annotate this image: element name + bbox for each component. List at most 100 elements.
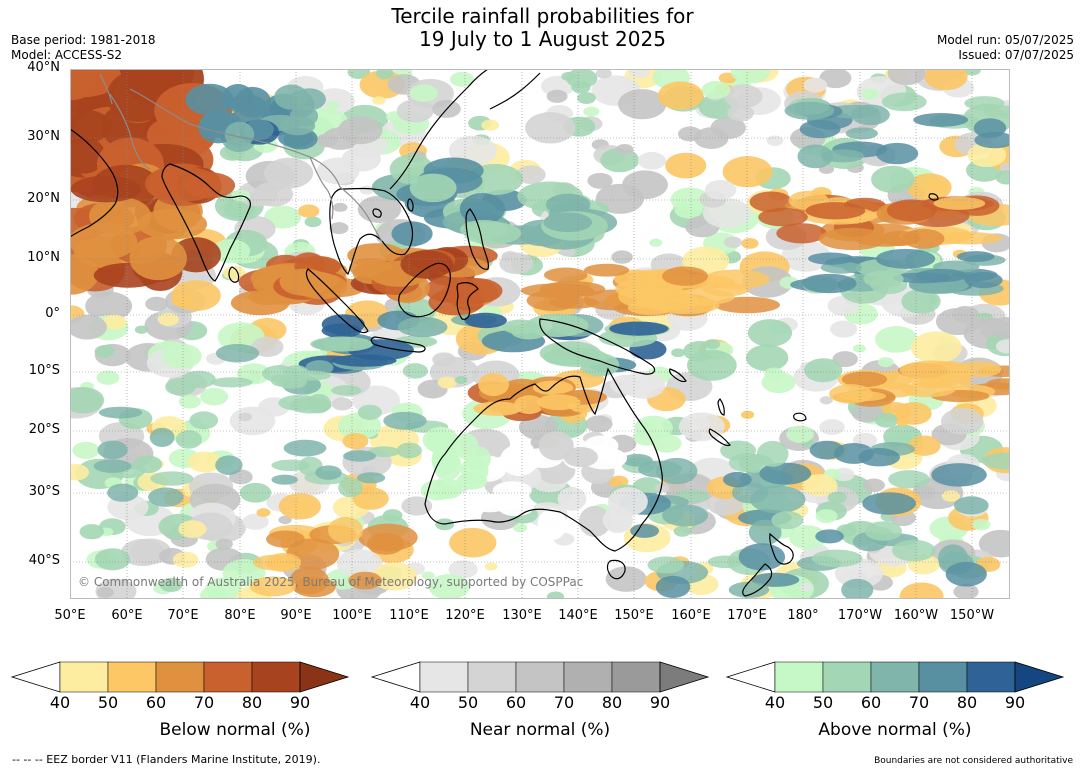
colorbar-tick-label: 90 bbox=[1004, 693, 1026, 712]
colorbar-tick-label: 70 bbox=[553, 693, 575, 712]
colorbar-segment bbox=[870, 661, 920, 693]
eez-legend: -- -- -- EEZ border V11 (Flanders Marine… bbox=[12, 753, 321, 766]
field-patch bbox=[678, 412, 725, 442]
field-patch bbox=[741, 237, 759, 249]
field-patch bbox=[764, 367, 785, 380]
field-patch bbox=[862, 492, 916, 515]
field-patch bbox=[703, 269, 770, 290]
field-patch bbox=[875, 248, 936, 269]
coast-hainan bbox=[372, 208, 382, 218]
field-patch bbox=[279, 116, 316, 136]
field-patch bbox=[359, 185, 375, 195]
field-patch bbox=[809, 440, 845, 460]
meta-right: Model run: 05/07/2025 Issued: 07/07/2025 bbox=[937, 33, 1074, 63]
field-patch bbox=[70, 314, 107, 340]
field-patch bbox=[662, 504, 709, 527]
field-patch bbox=[931, 463, 987, 487]
field-patch bbox=[221, 84, 255, 113]
field-patch bbox=[557, 487, 587, 511]
field-patch bbox=[409, 173, 457, 203]
field-patch bbox=[583, 263, 630, 277]
field-patch bbox=[747, 319, 793, 347]
colorbar-tick-label: 40 bbox=[764, 693, 786, 712]
field-patch bbox=[70, 137, 106, 174]
colorbar-segment bbox=[155, 661, 205, 693]
coast-philippines bbox=[465, 208, 489, 270]
field-patch bbox=[651, 434, 682, 453]
field-patch bbox=[738, 543, 786, 571]
field-patch bbox=[701, 81, 731, 100]
field-patch bbox=[615, 277, 683, 300]
field-patch bbox=[749, 191, 793, 213]
field-patch bbox=[459, 193, 506, 225]
field-patch bbox=[421, 571, 435, 580]
field-patch bbox=[995, 170, 1010, 185]
field-patch bbox=[85, 291, 133, 321]
field-patch bbox=[315, 465, 342, 480]
colorbar-tick-label: 90 bbox=[649, 693, 671, 712]
field-patch bbox=[215, 455, 243, 476]
colorbar-extend-high bbox=[659, 661, 710, 693]
field-patch bbox=[940, 408, 984, 435]
colorbar-extend-high bbox=[299, 661, 350, 693]
field-patch bbox=[630, 523, 660, 538]
field-patch bbox=[609, 321, 669, 336]
field-patch bbox=[605, 566, 647, 592]
colorbar-extend-low bbox=[370, 661, 421, 693]
colorbar-segment bbox=[515, 661, 565, 693]
field-patch bbox=[238, 412, 253, 422]
field-patch bbox=[815, 509, 838, 524]
probability-map: © Commonwealth of Australia 2025, Bureau… bbox=[70, 69, 1010, 599]
field-patch bbox=[533, 380, 574, 396]
field-patch bbox=[871, 165, 915, 193]
lon-label: 180° bbox=[787, 608, 819, 623]
field-patch bbox=[587, 172, 613, 189]
field-patch bbox=[750, 572, 800, 587]
field-patch bbox=[510, 323, 548, 340]
field-patch bbox=[266, 552, 302, 572]
field-patch bbox=[671, 348, 686, 358]
field-patch bbox=[432, 478, 463, 499]
field-patch bbox=[271, 474, 298, 485]
field-patch bbox=[514, 395, 545, 415]
field-patch bbox=[585, 415, 613, 433]
coast-fiji bbox=[792, 412, 807, 422]
colorbar-tick-label: 80 bbox=[241, 693, 263, 712]
field-patch bbox=[251, 336, 284, 357]
field-patch bbox=[731, 482, 769, 504]
meta-left: Base period: 1981-2018 Model: ACCESS-S2 bbox=[11, 33, 156, 63]
field-patch bbox=[748, 519, 782, 546]
field-patch bbox=[958, 361, 1002, 378]
field-patch bbox=[611, 250, 633, 264]
colorbar-tick-label: 50 bbox=[97, 693, 119, 712]
field-patch bbox=[185, 83, 234, 116]
field-patch bbox=[343, 450, 377, 462]
field-patch bbox=[375, 69, 394, 80]
field-patch bbox=[607, 487, 648, 516]
field-patch bbox=[665, 152, 707, 179]
field-patch bbox=[310, 336, 374, 352]
field-patch bbox=[96, 587, 114, 598]
field-patch bbox=[513, 523, 528, 533]
field-patch bbox=[654, 483, 670, 493]
field-patch bbox=[256, 508, 271, 517]
field-patch bbox=[264, 205, 302, 229]
field-patch bbox=[292, 576, 336, 598]
coast-india bbox=[161, 163, 251, 282]
field-patch bbox=[161, 343, 202, 369]
field-patch bbox=[986, 378, 1010, 390]
lon-label: 110°E bbox=[389, 608, 429, 623]
field-patch bbox=[239, 482, 272, 503]
field-patch bbox=[776, 223, 827, 244]
boundaries-disclaimer: Boundaries are not considered authoritat… bbox=[874, 756, 1073, 766]
field-patch bbox=[808, 252, 854, 265]
colorbar-tick-label: 80 bbox=[601, 693, 623, 712]
title-line-1: Tercile rainfall probabilities for bbox=[391, 4, 694, 28]
field-patch bbox=[863, 270, 904, 288]
coastlines bbox=[70, 69, 939, 597]
field-patch bbox=[397, 316, 448, 338]
field-patch bbox=[428, 574, 470, 599]
field-patch bbox=[79, 524, 104, 540]
field-patch bbox=[342, 432, 369, 450]
field-patch bbox=[409, 84, 438, 102]
